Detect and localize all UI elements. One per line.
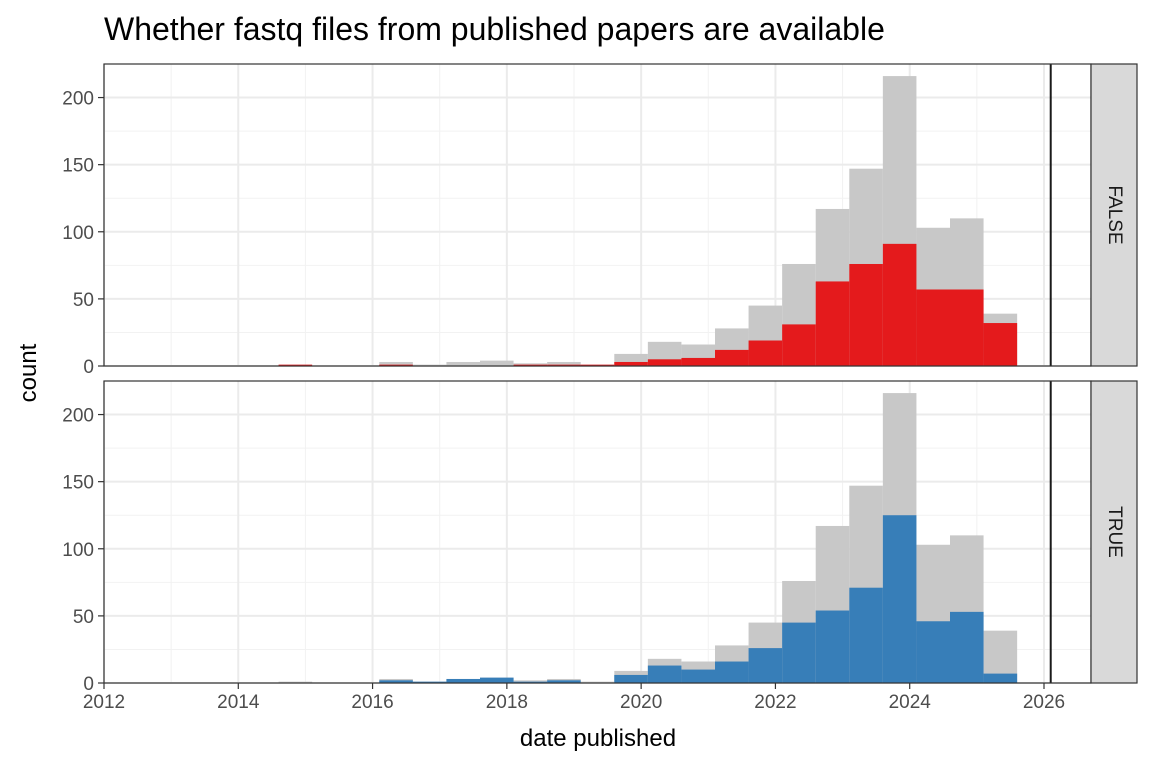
bar-true: [681, 669, 715, 683]
panels: 0 50 100 150 200 FALSE 0 50 100 150 200 TRUE: [62, 63, 1138, 695]
y-axis-title: count: [15, 343, 42, 402]
bar-true: [782, 622, 816, 683]
bar-false: [647, 359, 682, 366]
x-tick-label: 2022: [754, 692, 796, 713]
x-tick-label: 2018: [486, 692, 528, 713]
y-tick-label: 50: [73, 290, 94, 311]
bar-false: [748, 340, 783, 366]
x-axis-title: date published: [520, 725, 676, 752]
bar-true: [647, 665, 682, 683]
strip-background: [1090, 63, 1138, 367]
x-tick-label: 2020: [620, 692, 662, 713]
bar-true: [614, 674, 648, 683]
bar-true: [446, 678, 480, 683]
bar-true: [849, 587, 883, 683]
y-tick-label: 100: [62, 540, 94, 561]
bar-true: [379, 680, 413, 683]
x-tick-label: 2014: [217, 692, 260, 713]
bar-false: [547, 364, 581, 366]
bar-false: [379, 364, 413, 366]
y-tick-label: 100: [62, 223, 94, 244]
y-tick-label: 50: [73, 607, 94, 628]
total-bar: [412, 364, 447, 366]
bar-false: [916, 289, 950, 366]
y-tick-label: 150: [62, 473, 94, 494]
total-bar: [547, 361, 581, 366]
bar-true: [916, 621, 950, 683]
strip-background: [1090, 380, 1138, 684]
bar-true: [480, 677, 514, 683]
bar-true: [547, 680, 581, 683]
total-bar: [580, 681, 615, 683]
bar-false: [782, 324, 816, 366]
bar-false: [950, 289, 984, 366]
bar-true: [815, 610, 850, 683]
y-tick-label: 200: [62, 89, 94, 110]
bar-false: [983, 323, 1018, 366]
y-tick-label: 200: [62, 406, 94, 427]
bar-false: [580, 364, 615, 366]
x-tick-label: 2012: [83, 692, 125, 713]
total-bar: [480, 360, 514, 366]
x-tick-label: 2024: [889, 692, 932, 713]
bar-false: [849, 263, 883, 366]
bar-true: [882, 515, 917, 683]
y-tick-label: 0: [83, 357, 94, 378]
bar-false: [681, 357, 715, 366]
chart-title: Whether fastq files from published paper…: [104, 11, 885, 47]
total-bar: [379, 361, 413, 366]
bar-false: [815, 281, 850, 366]
bar-false: [513, 364, 548, 366]
y-tick-label: 0: [83, 674, 94, 695]
bar-true: [983, 673, 1018, 683]
bar-false: [715, 349, 749, 366]
y-tick-label: 150: [62, 156, 94, 177]
bar-false: [278, 364, 313, 366]
bar-true: [748, 648, 783, 683]
panel-true: 0 50 100 150 200 TRUE: [62, 380, 1138, 695]
bar-true: [412, 681, 447, 683]
x-tick-label: 2026: [1023, 692, 1065, 713]
bar-false: [882, 243, 917, 366]
total-bar: [278, 681, 313, 683]
strip-label: TRUE: [1104, 506, 1125, 558]
bar-true: [513, 681, 548, 683]
bar-true: [715, 661, 749, 683]
total-bar: [446, 361, 480, 366]
strip-label: FALSE: [1104, 185, 1125, 244]
x-axis: 2012 2014 2016 2018 2020 2022 2024 2026: [83, 683, 1065, 713]
bar-true: [950, 611, 984, 683]
panel-false: 0 50 100 150 200 FALSE: [62, 63, 1138, 378]
bar-false: [614, 361, 648, 366]
x-tick-label: 2016: [351, 692, 393, 713]
